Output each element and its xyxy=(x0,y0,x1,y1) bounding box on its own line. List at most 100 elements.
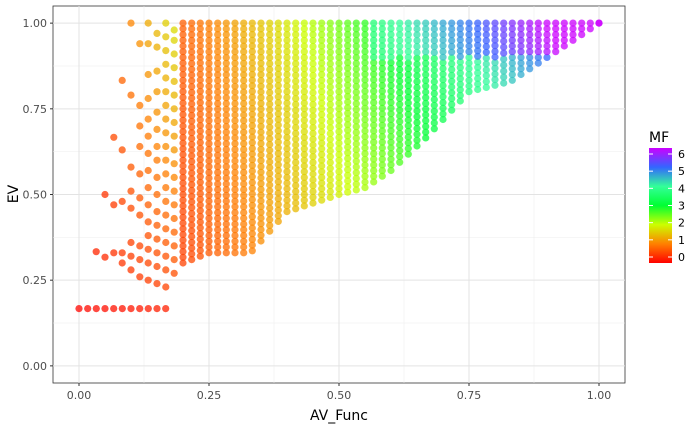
data-point xyxy=(534,53,542,62)
data-point xyxy=(257,180,265,188)
data-point xyxy=(196,65,204,73)
data-point xyxy=(162,142,170,151)
data-point xyxy=(318,145,326,153)
data-point xyxy=(127,204,135,212)
data-point xyxy=(257,214,265,222)
data-point xyxy=(318,162,326,170)
data-point xyxy=(188,169,196,177)
data-point xyxy=(179,173,187,181)
data-point xyxy=(266,71,274,79)
data-point xyxy=(526,30,534,39)
data-point xyxy=(396,83,404,91)
data-point xyxy=(240,111,248,119)
data-point xyxy=(205,48,213,56)
data-point xyxy=(222,36,230,45)
data-point xyxy=(456,52,464,61)
data-point xyxy=(231,76,239,85)
data-point xyxy=(231,25,239,33)
data-point xyxy=(248,241,256,249)
data-point xyxy=(344,183,352,191)
data-point xyxy=(387,138,395,146)
data-point xyxy=(361,64,369,73)
data-point xyxy=(222,76,230,85)
data-point xyxy=(205,145,213,153)
data-point xyxy=(361,167,369,175)
data-point xyxy=(560,30,568,39)
data-point xyxy=(404,110,412,118)
data-point xyxy=(309,77,317,85)
data-point xyxy=(240,128,248,136)
data-point xyxy=(422,19,430,27)
data-point xyxy=(422,65,430,73)
data-point xyxy=(136,194,144,202)
data-point xyxy=(413,101,421,109)
data-point xyxy=(335,133,343,141)
data-point xyxy=(309,54,317,62)
data-point xyxy=(196,201,204,209)
data-point xyxy=(517,25,525,33)
data-point xyxy=(352,54,360,62)
data-point xyxy=(170,50,178,58)
y-axis-ticks: 0.00 0.25 0.50 0.75 1.00 xyxy=(23,17,53,373)
data-point xyxy=(231,249,239,257)
data-point xyxy=(240,203,248,211)
data-point xyxy=(196,246,204,255)
data-point xyxy=(422,94,430,102)
data-point xyxy=(335,88,343,96)
data-point xyxy=(318,185,326,193)
data-point xyxy=(266,181,274,189)
data-point xyxy=(309,199,317,207)
data-point xyxy=(422,25,430,33)
data-point xyxy=(560,42,568,50)
data-point xyxy=(144,305,152,313)
data-point xyxy=(387,104,395,112)
data-point xyxy=(508,30,516,39)
data-point xyxy=(526,48,534,56)
data-point xyxy=(300,173,308,181)
data-point xyxy=(266,152,274,160)
data-point xyxy=(370,144,378,152)
data-point xyxy=(361,53,369,61)
data-point xyxy=(274,47,282,56)
data-point xyxy=(361,104,369,112)
data-point xyxy=(309,89,317,97)
data-point xyxy=(352,180,360,188)
data-point xyxy=(378,104,386,112)
data-point xyxy=(144,115,152,123)
data-point xyxy=(387,30,395,39)
data-point xyxy=(136,122,144,130)
data-point xyxy=(361,76,369,84)
data-point xyxy=(378,127,386,135)
data-point xyxy=(404,127,412,135)
data-point xyxy=(318,36,326,44)
data-point xyxy=(378,98,386,107)
data-point xyxy=(344,154,352,162)
data-point xyxy=(422,111,430,119)
data-point xyxy=(274,178,282,186)
data-point xyxy=(231,128,239,136)
data-point xyxy=(491,81,499,89)
data-point xyxy=(378,87,386,95)
data-point xyxy=(335,59,343,67)
legend-tick-label: 1 xyxy=(678,234,685,247)
legend-tick-label: 5 xyxy=(678,165,685,178)
data-point xyxy=(378,110,386,118)
data-point xyxy=(344,30,352,38)
data-point xyxy=(188,117,196,125)
data-point xyxy=(292,71,300,79)
data-point xyxy=(196,252,204,260)
data-point xyxy=(240,168,248,176)
data-point xyxy=(309,48,317,56)
data-point xyxy=(136,170,144,178)
data-point xyxy=(179,19,187,27)
data-point xyxy=(274,104,282,112)
data-point xyxy=(240,76,248,85)
data-point xyxy=(222,30,230,39)
data-point xyxy=(153,280,161,288)
data-point xyxy=(188,204,196,212)
data-point xyxy=(309,182,317,190)
data-point xyxy=(335,48,343,56)
data-point xyxy=(474,25,482,33)
data-point xyxy=(439,30,447,39)
data-point xyxy=(92,248,100,256)
